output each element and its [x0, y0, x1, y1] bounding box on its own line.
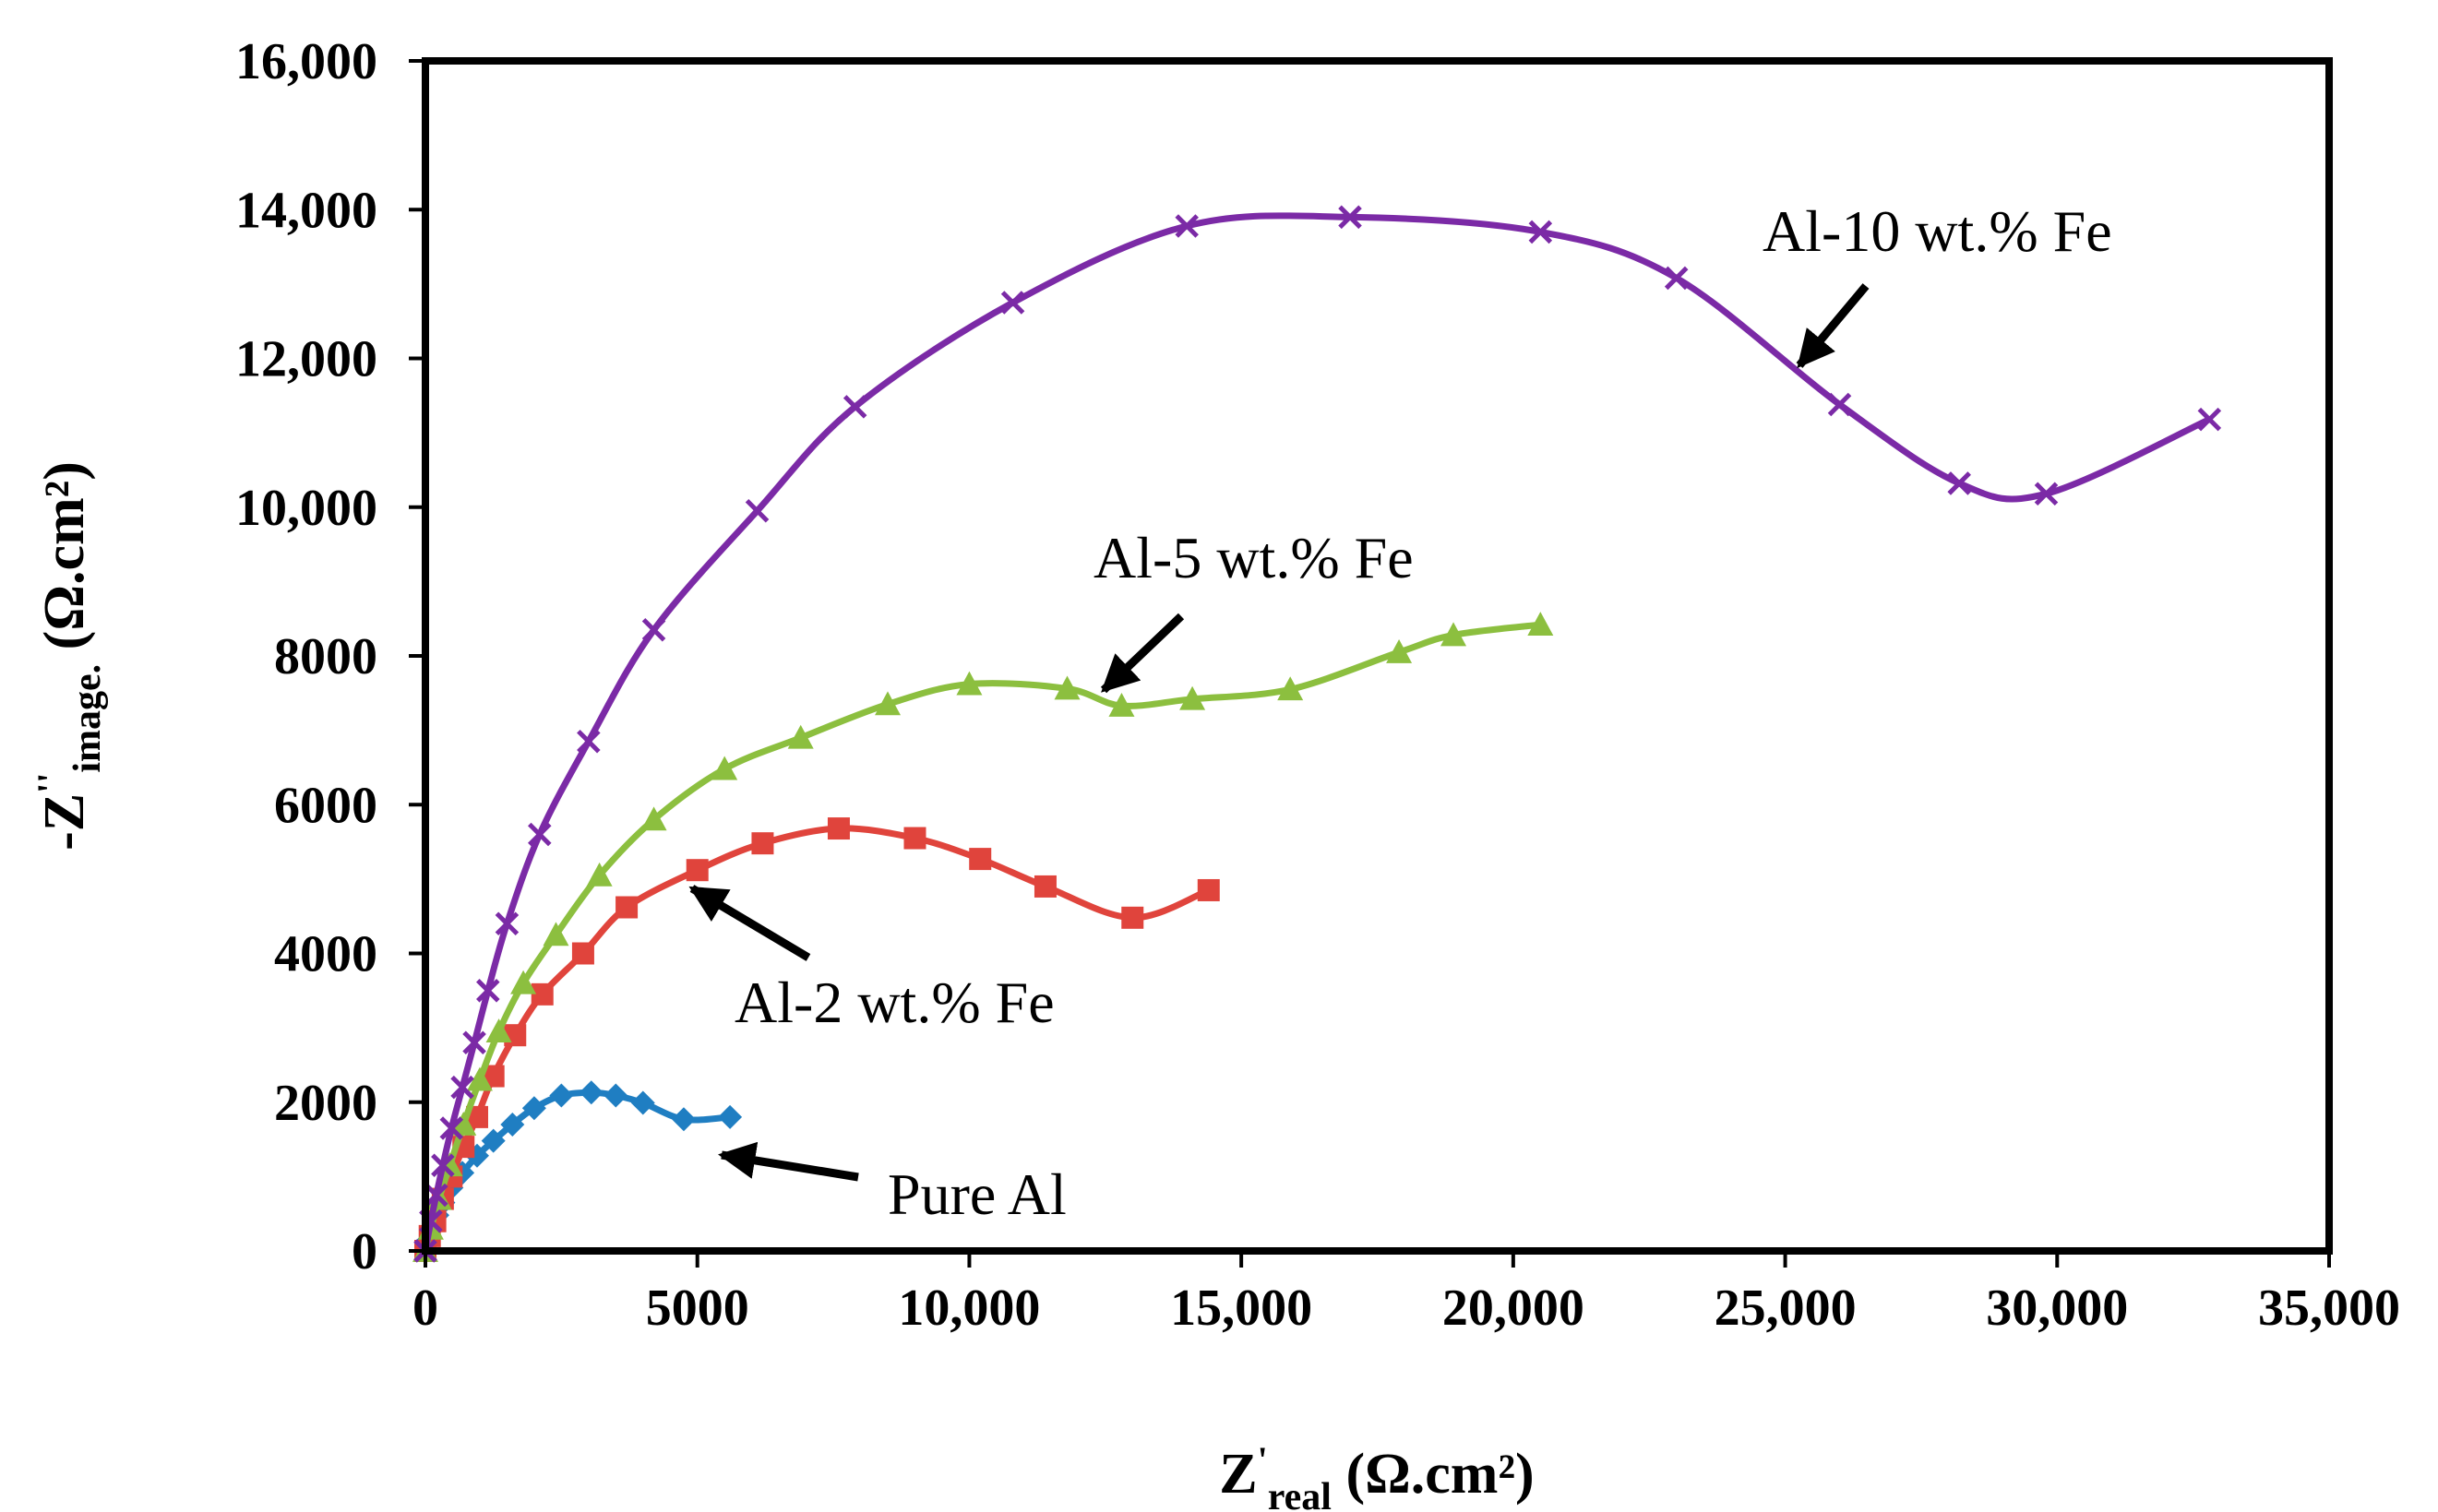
data-point-al-5-wt-fe — [875, 691, 902, 716]
data-point-al-10-wt-fe — [462, 1030, 486, 1055]
x-tick-label: 35,000 — [2258, 1280, 2400, 1337]
x-tick-label: 20,000 — [1442, 1280, 1584, 1337]
data-point-al-5-wt-fe — [450, 1111, 477, 1136]
x-tick-label: 5000 — [646, 1280, 749, 1337]
data-point-al-2-wt-fe — [1197, 878, 1220, 901]
data-point-al-10-wt-fe — [843, 395, 867, 419]
data-point-al-10-wt-fe — [476, 979, 500, 1003]
data-point-al-10-wt-fe — [1827, 392, 1852, 417]
data-point-al-2-wt-fe — [827, 817, 850, 840]
data-point-al-10-wt-fe — [1338, 205, 1362, 230]
data-point-al-5-wt-fe — [510, 970, 537, 994]
data-point-al-10-wt-fe — [2197, 407, 2222, 432]
data-point-pure-al — [579, 1080, 604, 1105]
data-point-pure-al — [671, 1107, 696, 1132]
annotation-arrow-al10 — [1796, 283, 1870, 369]
annotation-al2: Al-2 wt.% Fe — [688, 885, 1055, 1035]
y-tick-label: 4000 — [274, 926, 377, 983]
series-al-2-wt-fe — [414, 817, 1220, 1262]
data-point-pure-al — [718, 1104, 743, 1129]
data-point-al-5-wt-fe — [711, 756, 738, 780]
data-point-pure-al — [481, 1128, 506, 1153]
annotation-arrow-pure-al — [718, 1141, 859, 1182]
data-point-al-2-wt-fe — [1121, 906, 1144, 929]
data-point-al-5-wt-fe — [466, 1066, 493, 1091]
data-point-al-2-wt-fe — [1034, 875, 1057, 898]
data-point-al-2-wt-fe — [615, 896, 639, 919]
data-point-al-10-wt-fe — [577, 729, 601, 754]
x-tick-label: 15,000 — [1170, 1280, 1312, 1337]
data-point-al-10-wt-fe — [424, 1183, 448, 1208]
y-tick-label: 8000 — [274, 628, 377, 685]
annotation-label-al2: Al-2 wt.% Fe — [735, 970, 1055, 1035]
data-point-al-2-wt-fe — [969, 848, 992, 871]
data-point-al-5-wt-fe — [1440, 622, 1467, 647]
data-point-al-10-wt-fe — [641, 618, 666, 642]
axis-ticks: 0 5000 10,000 15,000 20,000 25,000 30,000 35,00… — [235, 33, 2400, 1337]
data-point-al-10-wt-fe — [1664, 266, 1689, 291]
data-point-al-5-wt-fe — [1054, 675, 1081, 700]
annotation-arrow-al2 — [688, 885, 811, 961]
data-point-al-2-wt-fe — [751, 832, 774, 855]
data-point-pure-al — [630, 1090, 655, 1115]
y-tick-label: 6000 — [274, 777, 377, 834]
data-point-al-5-wt-fe — [956, 671, 983, 696]
annotation-al5: Al-5 wt.% Fe — [1094, 525, 1414, 694]
data-point-al-2-wt-fe — [571, 942, 594, 965]
annotation-arrow-al5 — [1100, 613, 1185, 694]
series-layer — [412, 205, 2222, 1263]
data-point-al-10-wt-fe — [1528, 220, 1553, 244]
x-tick-label: 25,000 — [1715, 1280, 1857, 1337]
data-point-al-10-wt-fe — [439, 1116, 464, 1140]
data-point-al-10-wt-fe — [528, 822, 552, 847]
data-point-al-5-wt-fe — [485, 1018, 512, 1043]
data-point-al-2-wt-fe — [531, 982, 554, 1006]
data-point-al-5-wt-fe — [640, 806, 667, 831]
series-pure-al — [413, 1080, 743, 1263]
data-point-pure-al — [500, 1112, 525, 1137]
data-point-pure-al — [549, 1083, 574, 1108]
data-point-al-2-wt-fe — [903, 827, 926, 850]
x-axis-title: Z'real (Ω.cm²) — [1219, 1439, 1534, 1512]
y-tick-label: 2000 — [274, 1075, 377, 1132]
data-point-al-10-wt-fe — [745, 499, 770, 523]
annotation-label-al5: Al-5 wt.% Fe — [1094, 525, 1414, 590]
x-tick-label: 10,000 — [898, 1280, 1040, 1337]
data-point-pure-al — [521, 1096, 546, 1121]
annotation-label-al10: Al-10 wt.% Fe — [1763, 198, 2112, 264]
annotation-pure-al: Pure Al — [718, 1141, 1067, 1227]
y-axis-title: -Z''image. (Ω.cm²) — [30, 461, 109, 851]
y-tick-label: 10,000 — [235, 480, 377, 537]
data-point-al-10-wt-fe — [2034, 482, 2059, 506]
data-point-al-5-wt-fe — [1179, 685, 1206, 710]
annotation-label-pure-al: Pure Al — [888, 1161, 1067, 1227]
data-point-al-10-wt-fe — [495, 911, 520, 936]
annotation-al10: Al-10 wt.% Fe — [1763, 198, 2112, 369]
data-point-al-10-wt-fe — [1947, 471, 1971, 495]
x-tick-label: 30,000 — [1986, 1280, 2128, 1337]
y-tick-label: 16,000 — [235, 33, 377, 90]
data-point-al-2-wt-fe — [686, 859, 709, 882]
y-tick-label: 0 — [352, 1223, 377, 1280]
data-point-pure-al — [604, 1083, 628, 1108]
series-al-5-wt-fe — [412, 612, 1554, 1262]
data-point-al-10-wt-fe — [431, 1153, 455, 1178]
data-point-al-10-wt-fe — [450, 1075, 474, 1100]
series-al-10-wt-fe — [413, 205, 2222, 1263]
series-line-al-2-wt-fe — [422, 825, 1213, 1255]
y-tick-label: 12,000 — [235, 331, 377, 388]
series-line-al-10-wt-fe — [422, 212, 2213, 1255]
data-point-al-5-wt-fe — [1527, 612, 1554, 637]
data-point-al-10-wt-fe — [1000, 291, 1025, 315]
data-point-al-5-wt-fe — [1386, 638, 1413, 663]
data-point-al-5-wt-fe — [1108, 693, 1135, 717]
data-point-al-5-wt-fe — [787, 724, 814, 749]
data-point-al-10-wt-fe — [1175, 214, 1199, 238]
data-point-al-5-wt-fe — [543, 922, 569, 946]
y-tick-label: 14,000 — [235, 182, 377, 239]
x-tick-label: 0 — [412, 1280, 438, 1337]
data-point-al-5-wt-fe — [586, 862, 613, 887]
data-point-al-5-wt-fe — [1277, 676, 1304, 701]
